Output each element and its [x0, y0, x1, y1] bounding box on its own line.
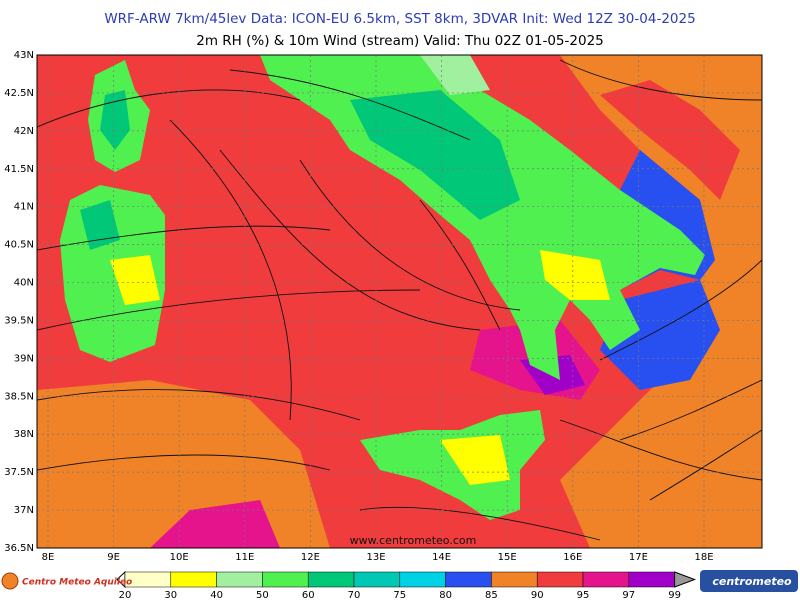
lat-label: 37.5N: [4, 467, 34, 478]
colorbar-label: 60: [302, 590, 315, 600]
land-detail: [420, 55, 490, 95]
colorbar-label: 95: [577, 590, 590, 600]
land-detail: [80, 200, 120, 250]
colorbar-box: [582, 571, 630, 588]
header-line2: 2m RH (%) & 10m Wind (stream) Valid: Thu…: [196, 33, 604, 49]
lat-label: 37N: [14, 505, 34, 516]
watermark: www.centrometeo.com: [350, 534, 477, 547]
colorbar-box: [170, 571, 217, 588]
colorbar: 20 30 40 50 60 70 75 80 85 90 95 97 99: [116, 570, 697, 600]
lat-label: 39N: [14, 353, 34, 364]
lat-label: 43N: [14, 50, 34, 61]
lat-label: 42.5N: [4, 88, 34, 99]
colorbar-label: 20: [119, 590, 132, 600]
right-logo-box: [700, 570, 798, 592]
left-logo-icon: [1, 572, 19, 590]
land-detail: [540, 250, 610, 300]
lat-label: 40.5N: [4, 240, 34, 251]
colorbar-label: 50: [256, 590, 269, 600]
colorbar-label: 99: [668, 590, 681, 600]
colorbar-label: 97: [622, 590, 635, 600]
lat-label: 38.5N: [4, 391, 34, 402]
land-detail: [100, 90, 130, 150]
lon-label: 12E: [301, 552, 320, 563]
map: [37, 55, 762, 548]
header-line1: WRF-ARW 7km/45lev Data: ICON-EU 6.5km, S…: [104, 11, 695, 27]
lon-label: 10E: [170, 552, 189, 563]
lon-label: 13E: [366, 552, 385, 563]
colorbar-end: [674, 571, 697, 588]
colorbar-box: [445, 571, 492, 588]
left-logo: Centro Meteo Aquileo: [22, 578, 132, 588]
colorbar-box: [262, 571, 309, 588]
land-detail: [110, 255, 160, 305]
lat-label: 42N: [14, 126, 34, 137]
colorbar-box: [491, 571, 538, 588]
colorbar-label: 40: [210, 590, 223, 600]
colorbar-box: [307, 571, 355, 588]
colorbar-box: [216, 571, 263, 588]
colorbar-label: 80: [439, 590, 452, 600]
colorbar-label: 30: [164, 590, 177, 600]
colorbar-label: 70: [348, 590, 361, 600]
land-detail: [350, 90, 520, 220]
right-logo: centrometeo: [712, 575, 792, 588]
lat-label: 39.5N: [4, 315, 34, 326]
colorbar-label: 90: [531, 590, 544, 600]
lon-label: 15E: [498, 552, 517, 563]
blue-area: [600, 280, 720, 390]
magenta-area: [150, 500, 280, 548]
lat-label: 41N: [14, 202, 34, 213]
colorbar-box: [353, 571, 401, 588]
lon-label: 17E: [629, 552, 648, 563]
lon-label: 8E: [42, 552, 55, 563]
lon-label: 9E: [107, 552, 120, 563]
lat-label: 40N: [14, 278, 34, 289]
red-area: [600, 80, 740, 200]
lon-label: 11E: [235, 552, 254, 563]
lat-label: 36.5N: [4, 543, 34, 554]
lon-label: 18E: [694, 552, 713, 563]
lon-label: 14E: [432, 552, 451, 563]
lat-label: 41.5N: [4, 164, 34, 175]
lon-label: 16E: [563, 552, 582, 563]
lat-label: 38N: [14, 429, 34, 440]
colorbar-box: [536, 571, 584, 588]
colorbar-box: [628, 571, 675, 588]
colorbar-box: [399, 571, 446, 588]
colorbar-label: 85: [485, 590, 498, 600]
colorbar-label: 75: [393, 590, 406, 600]
grid: [37, 55, 762, 548]
map-frame: [36, 54, 763, 549]
